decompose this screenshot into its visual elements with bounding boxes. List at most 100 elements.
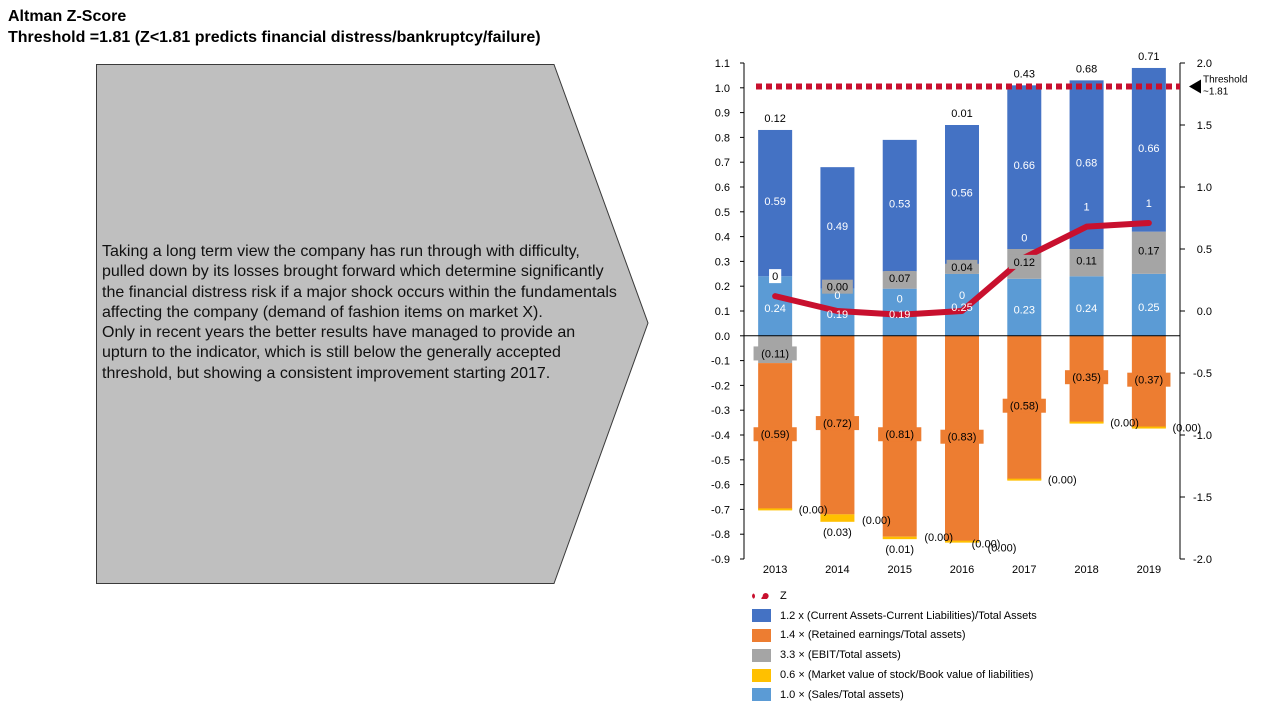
bar-segment-yellow: [1131, 426, 1166, 429]
data-label-retained-earnings: (0.59): [761, 429, 790, 441]
left-axis-tick-label: 0.3: [715, 256, 730, 268]
left-axis-tick-label: -0.4: [711, 430, 730, 442]
x-axis-category-label: 2014: [825, 564, 849, 576]
data-label-market-value: (0.00): [1110, 418, 1139, 430]
page-title: Altman Z-Score: [8, 8, 127, 25]
legend-item-z: Z: [752, 586, 1037, 606]
x-axis-category-label: 2017: [1012, 564, 1036, 576]
legend-item-working-capital: 1.2 x (Current Assets-Current Liabilitie…: [752, 606, 1037, 626]
bar-segment-blue: [758, 129, 793, 277]
threshold-marker: [1189, 79, 1201, 94]
bar-segment-yellow: [1007, 478, 1042, 481]
data-label-sales: 0.19: [889, 309, 910, 321]
commentary-paragraph-1: Taking a long term view the company has …: [102, 243, 617, 321]
legend-item-sales: 1.0 × (Sales/Total assets): [752, 685, 1037, 705]
data-label-retained-earnings-bg: [1064, 370, 1109, 385]
data-label-z: 0: [834, 290, 840, 302]
legend-label: 1.0 × (Sales/Total assets): [780, 688, 904, 701]
right-axis-tick-label: 1.0: [1197, 182, 1212, 194]
data-label-retained-earnings-bg: [815, 416, 860, 431]
data-label-ebit-bg: [753, 346, 797, 361]
bar-segment-yellow: [882, 536, 917, 540]
left-axis-tick-label: 0.5: [715, 207, 730, 219]
data-label-retained-earnings: (0.37): [1134, 375, 1163, 387]
bar-segment-blue: [1131, 67, 1166, 232]
data-label-ebit: 0.12: [1014, 257, 1035, 269]
yellow-swatch: [752, 668, 771, 682]
data-label-ebit: (0.11): [761, 348, 789, 360]
left-axis-tick-label: -0.7: [711, 504, 730, 516]
bar-segment-blue: [945, 125, 979, 264]
data-label-extra: (0.00): [862, 515, 891, 527]
right-axis-tick-label: 0.0: [1197, 306, 1212, 318]
data-label-market-value: (0.00): [799, 504, 828, 516]
data-label-working-capital: 0.59: [764, 196, 785, 208]
z-line-swatch: [752, 592, 771, 599]
data-label-working-capital: 0.68: [1076, 158, 1097, 170]
data-label-top: 0.71: [1138, 51, 1159, 63]
data-label-ebit-bg: [822, 279, 853, 294]
blue-swatch: [752, 609, 771, 623]
data-label-working-capital: 0.49: [827, 221, 848, 233]
commentary-text: Taking a long term view the company has …: [102, 242, 617, 384]
left-axis-tick-label: 1.0: [715, 83, 730, 95]
data-label-market-value: (0.01): [885, 544, 914, 556]
right-axis-tick-label: -1.0: [1193, 430, 1212, 442]
data-label-retained-earnings: (0.35): [1072, 372, 1101, 384]
left-axis-tick-label: -0.8: [711, 529, 730, 541]
data-label-ebit: 0.17: [1138, 246, 1159, 258]
right-axis-tick-label: -2.0: [1193, 554, 1212, 566]
data-label-ebit: 0.11: [1076, 256, 1097, 268]
data-label-market-value: (0.00): [1048, 475, 1077, 487]
bar-segment-yellow: [820, 514, 855, 522]
data-label-ebit-bg: [1008, 254, 1040, 269]
orange-swatch: [752, 628, 771, 642]
legend-label: Z: [780, 589, 787, 602]
legend-label: 1.4 × (Retained earnings/Total assets): [780, 629, 966, 642]
bar-segment-lightblue: [1131, 273, 1166, 336]
x-axis-category-label: 2018: [1074, 564, 1098, 576]
data-label-market-value: (0.00): [972, 539, 1001, 551]
data-label-ebit: 0.00: [827, 282, 848, 294]
left-axis-tick-label: 0.0: [715, 331, 730, 343]
right-axis-tick-label: 2.0: [1197, 58, 1212, 70]
left-axis-tick-label: -0.6: [711, 480, 730, 492]
left-axis-tick-label: 1.1: [715, 58, 730, 70]
data-label-z-bg: [769, 269, 782, 284]
data-label-extra: (0.00): [988, 543, 1017, 555]
data-label-market-value: (0.00): [1172, 423, 1201, 435]
data-label-sales: 0.24: [1076, 303, 1097, 315]
data-label-working-capital: 0.66: [1014, 160, 1035, 172]
data-label-sales: 0.25: [951, 302, 972, 314]
data-label-working-capital: 0.53: [889, 199, 910, 211]
data-label-sales: 0.24: [764, 303, 785, 315]
right-axis-tick-label: 0.5: [1197, 244, 1212, 256]
data-label-retained-earnings: (0.72): [823, 418, 852, 430]
data-label-working-capital: 0.56: [951, 187, 972, 199]
x-axis-category-label: 2013: [763, 564, 787, 576]
bar-segment-yellow: [758, 508, 793, 511]
bar-segment-lightblue: [758, 276, 793, 336]
left-axis-tick-label: 0.8: [715, 132, 730, 144]
left-axis-tick-label: 0.7: [715, 157, 730, 169]
left-axis-tick-label: 0.4: [715, 232, 730, 244]
data-label-retained-earnings-bg: [1002, 398, 1046, 413]
data-label-sales: 0.23: [1014, 304, 1035, 316]
right-axis-tick-label: 1.5: [1197, 120, 1212, 132]
data-label-working-capital: 0.66: [1138, 143, 1159, 155]
data-label-retained-earnings: (0.83): [948, 432, 977, 444]
commentary-arrow-shape: [96, 64, 649, 584]
data-label-retained-earnings: (0.58): [1010, 401, 1039, 413]
data-label-retained-earnings: (0.81): [885, 429, 914, 441]
legend-label: 0.6 × (Market value of stock/Book value …: [780, 669, 1034, 682]
right-axis-tick-label: -0.5: [1193, 368, 1212, 380]
data-label-retained-earnings-bg: [878, 427, 922, 442]
bar-segment-blue: [1069, 80, 1104, 249]
bar-segment-blue: [882, 139, 917, 272]
data-label-z: 1: [1146, 198, 1152, 210]
legend-label: 1.2 x (Current Assets-Current Liabilitie…: [780, 609, 1037, 622]
left-axis-tick-label: -0.3: [711, 405, 730, 417]
legend-item-retained-earnings: 1.4 × (Retained earnings/Total assets): [752, 626, 1037, 646]
data-label-z: 0: [959, 290, 965, 302]
z-line: [772, 219, 1152, 318]
